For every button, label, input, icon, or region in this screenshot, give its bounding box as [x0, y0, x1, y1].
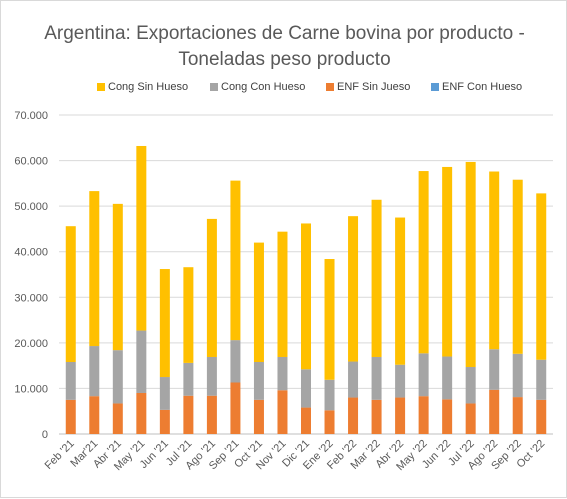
bar-enf-sin-jueso	[230, 382, 241, 434]
bar-cong-sin-hueso	[65, 226, 76, 362]
bar-cong-con-hueso	[230, 340, 241, 383]
bar-enf-sin-jueso	[301, 407, 311, 434]
bar-cong-con-hueso	[65, 361, 76, 400]
legend-swatch-enf-con-hueso	[431, 83, 439, 91]
bar-enf-sin-jueso	[536, 399, 547, 434]
bar-cong-sin-hueso	[253, 242, 264, 362]
legend-swatch-cong-con-hueso	[210, 83, 218, 91]
y-tick-label: 30.000	[14, 292, 48, 304]
bar-enf-sin-jueso	[512, 397, 523, 434]
y-tick-label: 0	[42, 429, 48, 441]
legend-label-cong-con-hueso: Cong Con Hueso	[221, 81, 306, 93]
bar-cong-con-hueso	[348, 361, 359, 398]
bar-cong-sin-hueso	[277, 231, 288, 357]
bar-enf-sin-jueso	[159, 409, 170, 434]
legend-item-cong-con-hueso: Cong Con Hueso	[210, 81, 305, 93]
bar-cong-sin-hueso	[371, 199, 382, 357]
bar-cong-sin-hueso	[395, 217, 406, 365]
bar-cong-con-hueso	[89, 346, 100, 397]
bar-cong-con-hueso	[418, 353, 429, 397]
bar-cong-con-hueso	[324, 379, 335, 411]
bar-cong-con-hueso	[512, 353, 523, 398]
bar-cong-sin-hueso	[301, 223, 311, 370]
bar-cong-sin-hueso	[159, 269, 170, 378]
chart-legend: Cong Sin Hueso Cong Con Hueso ENF Sin Ju…	[1, 81, 567, 97]
bar-cong-con-hueso	[112, 350, 123, 404]
legend-item-enf-con-hueso: ENF Con Hueso	[431, 81, 522, 93]
y-tick-label: 20.000	[14, 338, 48, 350]
bar-cong-con-hueso	[253, 361, 264, 400]
bar-cong-con-hueso	[536, 359, 547, 400]
bar-enf-sin-jueso	[324, 410, 335, 434]
y-tick-label: 40.000	[14, 247, 48, 259]
bar-cong-sin-hueso	[206, 218, 217, 357]
bar-cong-sin-hueso	[418, 171, 429, 354]
bar-cong-sin-hueso	[112, 203, 123, 351]
bar-enf-sin-jueso	[442, 399, 453, 434]
bar-cong-con-hueso	[442, 356, 453, 400]
bar-cong-con-hueso	[183, 362, 194, 396]
bar-enf-sin-jueso	[465, 403, 476, 434]
bar-cong-sin-hueso	[442, 166, 453, 357]
bar-cong-sin-hueso	[512, 179, 523, 354]
legend-label-enf-sin-jueso: ENF Sin Jueso	[337, 81, 411, 93]
bar-enf-sin-jueso	[65, 399, 76, 434]
bar-enf-sin-jueso	[348, 397, 359, 434]
bar-cong-con-hueso	[395, 364, 406, 398]
bar-cong-con-hueso	[301, 369, 311, 408]
bar-cong-sin-hueso	[489, 171, 500, 350]
bar-cong-con-hueso	[489, 349, 500, 390]
legend-item-cong-sin-hueso: Cong Sin Hueso	[97, 81, 188, 93]
bar-cong-sin-hueso	[536, 193, 547, 360]
y-tick-label: 50.000	[14, 201, 48, 213]
bar-enf-sin-jueso	[371, 399, 382, 434]
bar-cong-con-hueso	[206, 356, 217, 396]
bar-enf-sin-jueso	[253, 399, 264, 434]
y-tick-label: 10.000	[14, 383, 48, 395]
bar-enf-sin-jueso	[489, 389, 500, 434]
bar-cong-con-hueso	[371, 356, 382, 400]
bar-enf-sin-jueso	[183, 395, 194, 434]
bar-cong-sin-hueso	[465, 161, 476, 368]
chart-title: Argentina: Exportaciones de Carne bovina…	[44, 23, 525, 44]
bar-cong-sin-hueso	[348, 216, 359, 362]
bar-enf-sin-jueso	[277, 390, 288, 434]
legend-swatch-enf-sin-jueso	[326, 83, 334, 91]
bar-enf-sin-jueso	[418, 396, 429, 434]
bar-cong-sin-hueso	[183, 267, 194, 363]
bar-enf-sin-jueso	[395, 397, 406, 434]
y-tick-label: 60.000	[14, 156, 48, 168]
bar-enf-sin-jueso	[112, 403, 123, 434]
x-tick-label: Feb '21	[43, 438, 77, 472]
bar-cong-con-hueso	[136, 330, 147, 393]
bar-cong-con-hueso	[465, 367, 476, 404]
bar-cong-sin-hueso	[136, 145, 147, 331]
y-tick-label: 70.000	[14, 110, 48, 122]
bar-enf-sin-jueso	[89, 396, 100, 434]
bar-enf-sin-jueso	[206, 395, 217, 434]
chart-subtitle: Toneladas peso producto	[178, 49, 391, 70]
bar-cong-sin-hueso	[230, 180, 241, 341]
bar-cong-sin-hueso	[89, 191, 100, 347]
bar-cong-sin-hueso	[324, 259, 335, 380]
bar-cong-con-hueso	[159, 377, 170, 410]
bar-enf-sin-jueso	[136, 392, 147, 434]
legend-swatch-cong-sin-hueso	[97, 83, 105, 91]
legend-label-cong-sin-hueso: Cong Sin Hueso	[108, 81, 189, 93]
bar-cong-con-hueso	[277, 356, 288, 391]
legend-item-enf-sin-jueso: ENF Sin Jueso	[326, 81, 410, 93]
legend-label-enf-con-hueso: ENF Con Hueso	[442, 81, 523, 93]
